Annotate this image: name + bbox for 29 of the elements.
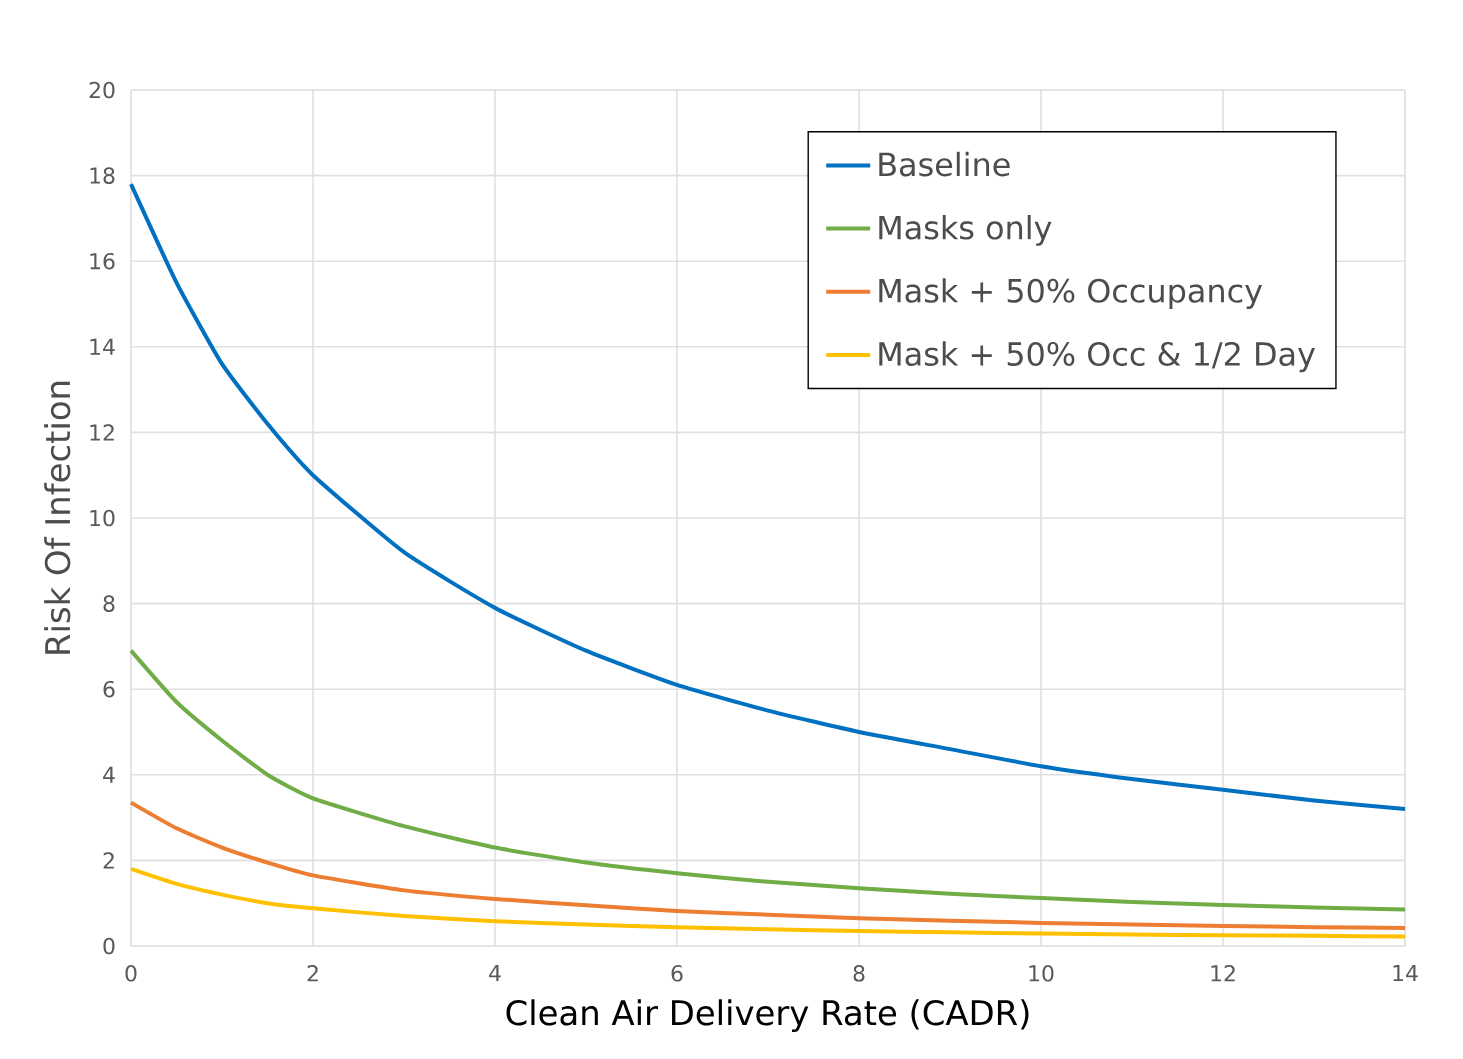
y-tick-label: 10: [90, 509, 115, 527]
x-tick-label: 12: [1211, 965, 1235, 982]
x-tick-label: 0: [125, 965, 137, 982]
legend-label: Mask + 50% Occupancy: [879, 278, 1263, 309]
line-series: [129, 866, 1408, 939]
y-axis-title: Risk Of Infection: [44, 381, 71, 654]
y-tick-label: 12: [90, 424, 114, 441]
x-tick-label: 14: [1393, 965, 1418, 982]
x-axis-title: Clean Air Delivery Rate (CADR): [506, 999, 1029, 1033]
y-tick-label: 6: [103, 680, 115, 698]
legend-label: Masks only: [879, 214, 1052, 246]
x-tick-label: 2: [307, 965, 318, 982]
line-series: [129, 182, 1408, 812]
x-tick-label: 8: [853, 965, 865, 982]
y-tick-label: 20: [89, 81, 115, 99]
y-tick-label: 2: [103, 852, 114, 869]
y-tick-label: 8: [103, 595, 115, 612]
y-tick-label: 0: [103, 937, 115, 955]
y-tick-label: 4: [103, 766, 115, 783]
legend-label: Baseline: [879, 151, 1010, 177]
x-tick-label: 4: [489, 965, 501, 982]
y-tick-label: 16: [90, 252, 115, 270]
y-tick-label: 18: [90, 167, 115, 184]
x-tick-label: 6: [671, 965, 683, 982]
x-tick-label: 10: [1029, 965, 1054, 982]
line-series: [129, 648, 1408, 912]
y-tick-label: 14: [90, 338, 115, 355]
line-series: [129, 800, 1408, 931]
legend-label: Mask + 50% Occ & 1/2 Day: [879, 341, 1315, 373]
